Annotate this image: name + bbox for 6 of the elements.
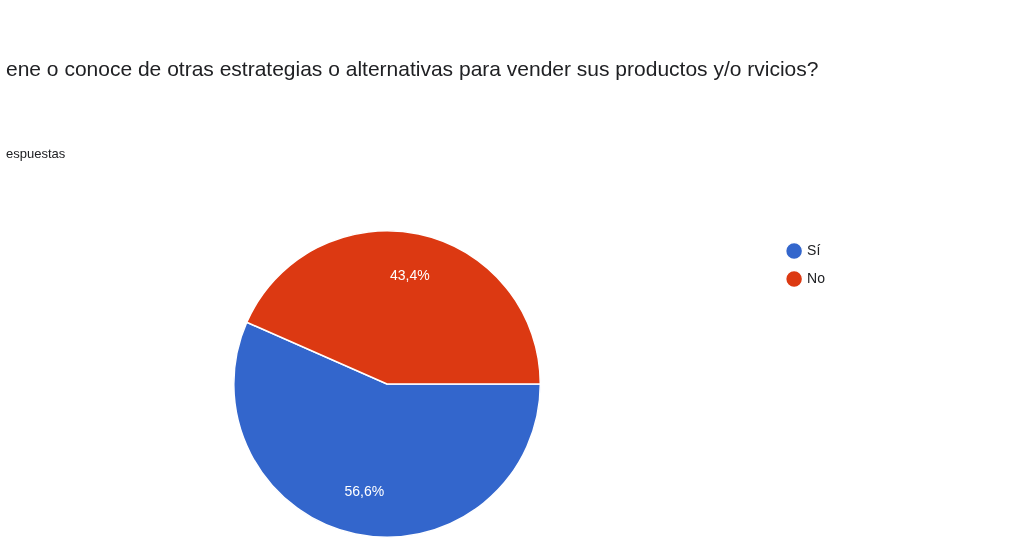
legend-label: No <box>807 269 826 286</box>
data-label: 56,6% <box>344 482 385 499</box>
legend-label: Sí <box>807 241 821 258</box>
data-label: 43,4% <box>389 266 430 283</box>
chart-title: ene o conoce de otras estrategias o alternativas para vender sus productos y/o rvicios? <box>6 56 820 82</box>
text: espuestas <box>6 146 66 161</box>
